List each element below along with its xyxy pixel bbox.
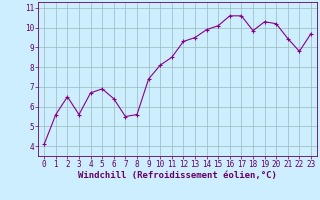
X-axis label: Windchill (Refroidissement éolien,°C): Windchill (Refroidissement éolien,°C) bbox=[78, 171, 277, 180]
